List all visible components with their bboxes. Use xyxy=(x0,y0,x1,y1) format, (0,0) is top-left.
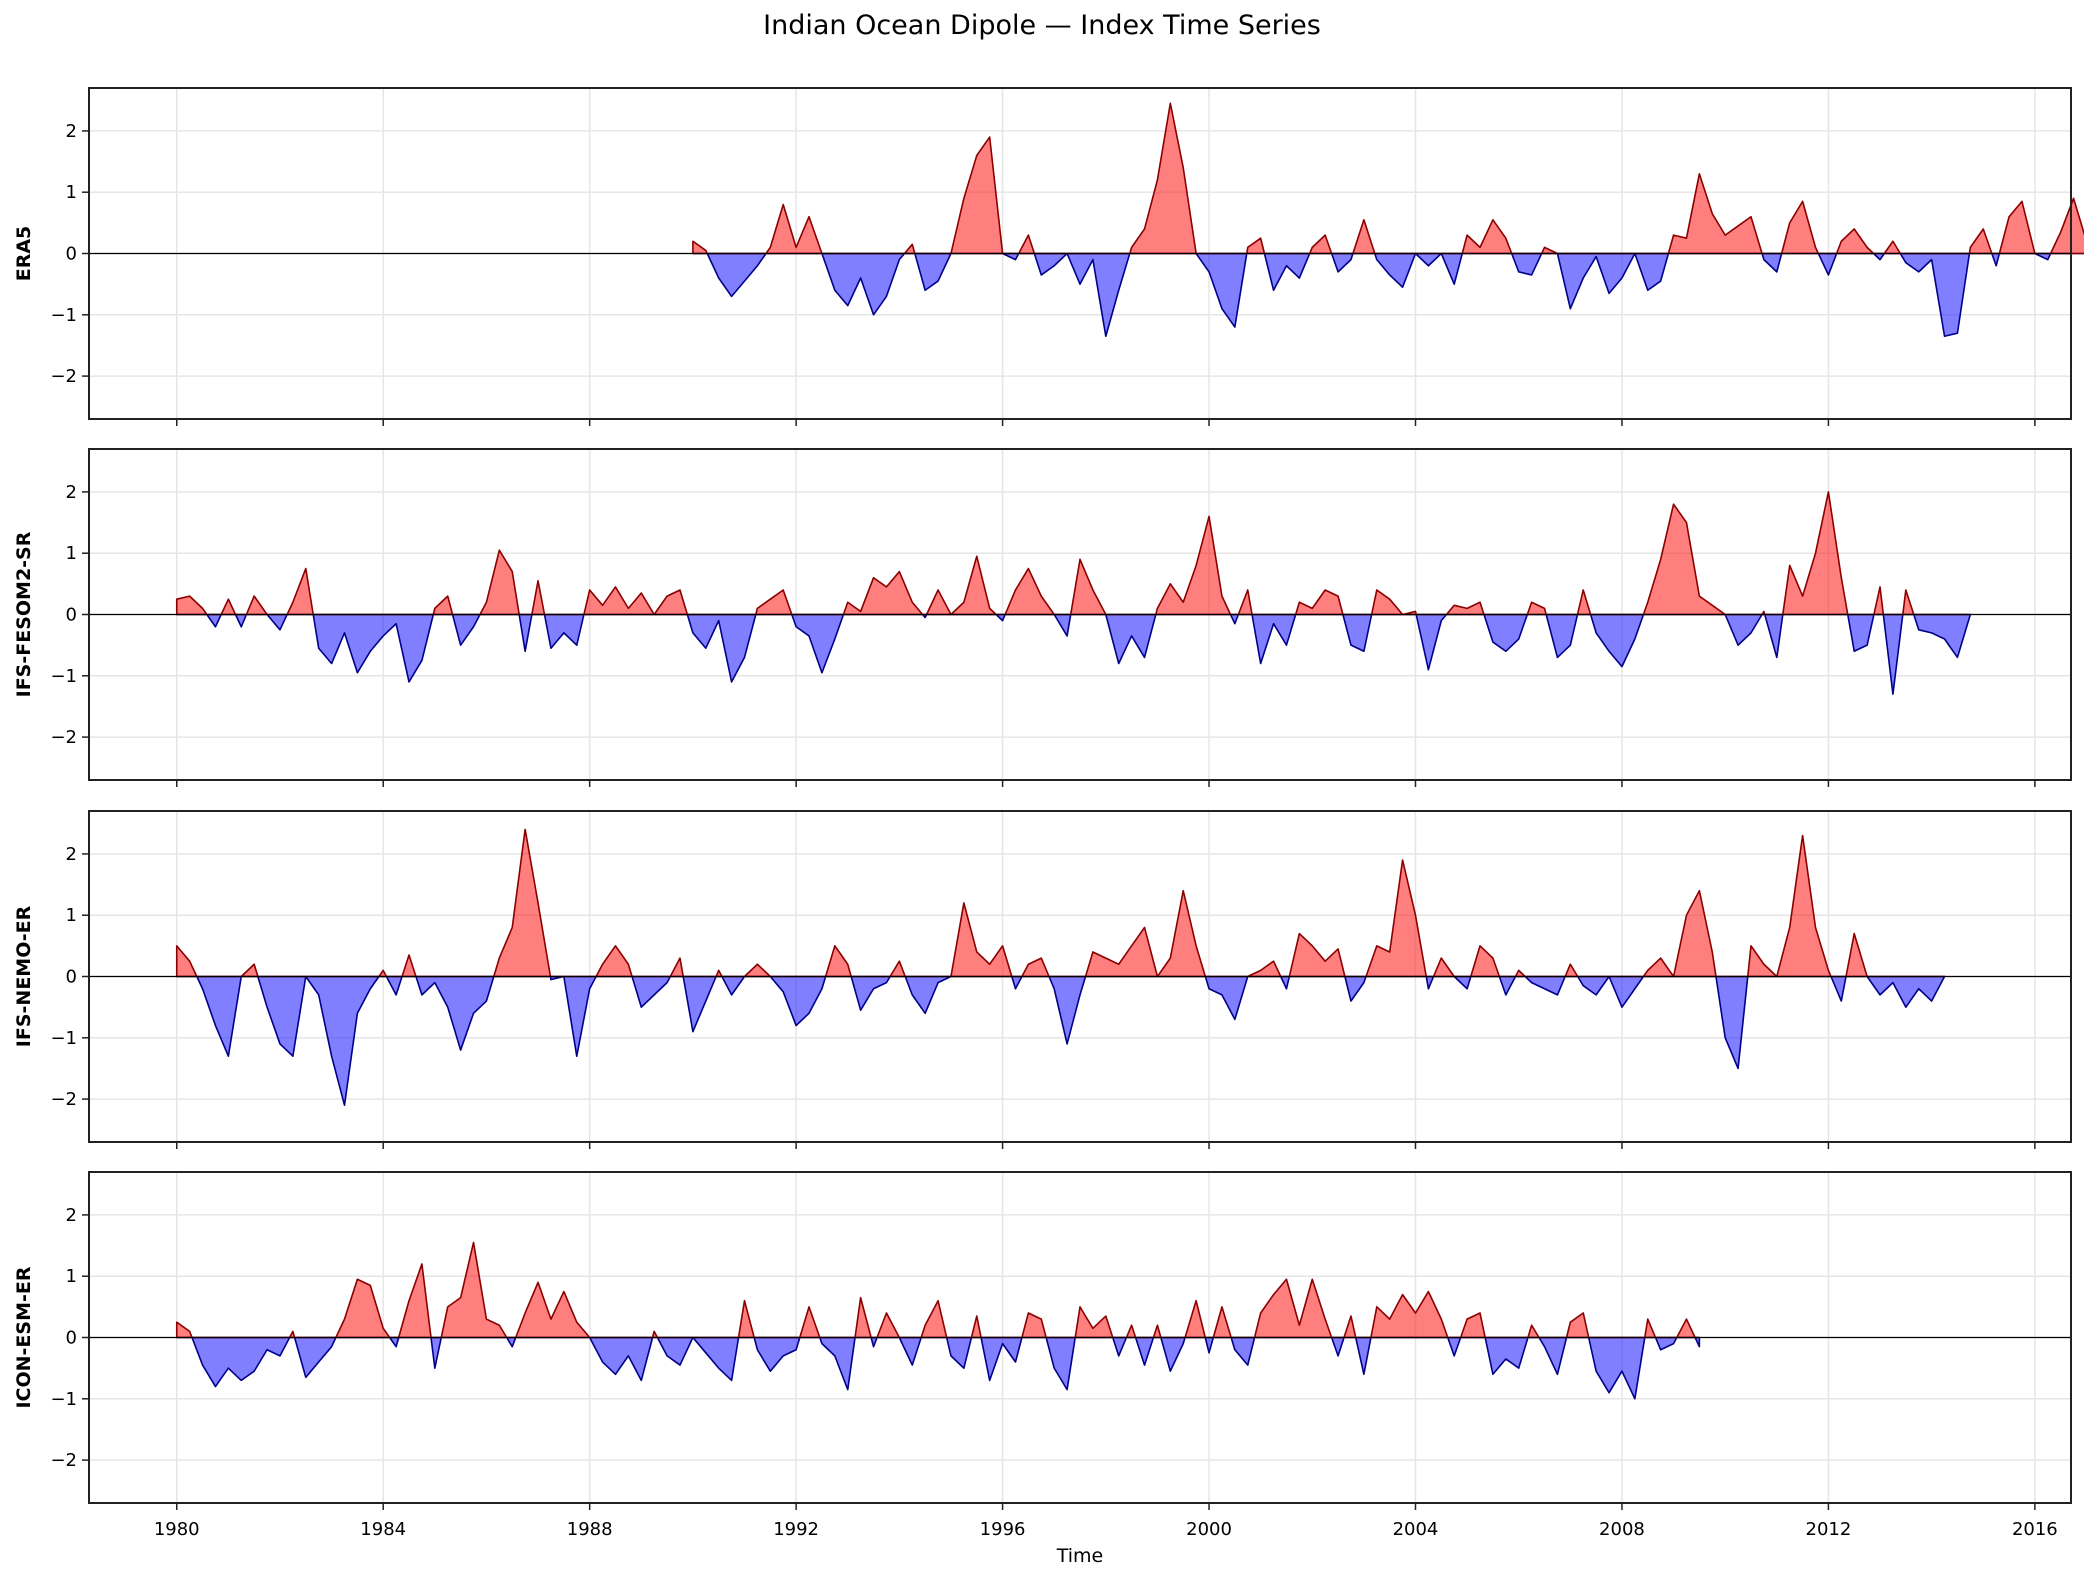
y-tick-label: 2 xyxy=(66,121,77,142)
y-tick-label: −1 xyxy=(50,1028,77,1049)
y-tick-label: −1 xyxy=(50,1389,77,1410)
x-tick-label: 2016 xyxy=(2012,1519,2058,1540)
x-axis-label: Time xyxy=(1056,1545,1104,1567)
figure-title: Indian Ocean Dipole — Index Time Series xyxy=(763,10,1321,41)
positive-area xyxy=(175,828,1946,978)
y-tick-label: −2 xyxy=(50,1450,77,1471)
negative-area xyxy=(692,252,2084,338)
y-tick-label: 0 xyxy=(66,1328,77,1349)
y-tick-label: −1 xyxy=(50,305,77,326)
x-tick-label: 2000 xyxy=(1186,1519,1232,1540)
x-tick-label: 1996 xyxy=(980,1519,1026,1540)
y-tick-label: 2 xyxy=(66,844,77,865)
negative-area xyxy=(175,1336,1701,1400)
positive-area xyxy=(692,102,2084,255)
panels-group: −2 −1 0 1 2 ERA5 −2 −1 0 1 2 IFS-FESOM2-SR −2 −1 0 1 2 IF… xyxy=(13,87,2084,1510)
x-tick-label: 1984 xyxy=(360,1519,406,1540)
panel-ifs-fesom2-sr: −2 −1 0 1 2 IFS-FESOM2-SR xyxy=(13,448,2072,787)
y-tick-label: 1 xyxy=(66,1266,77,1287)
positive-area xyxy=(175,1241,1701,1339)
x-tick-label: 2008 xyxy=(1599,1519,1645,1540)
y-axis-label: ERA5 xyxy=(13,226,35,282)
negative-area xyxy=(175,975,1946,1107)
y-tick-label: 0 xyxy=(66,967,77,988)
panel-era5: −2 −1 0 1 2 ERA5 xyxy=(13,87,2084,426)
y-tick-label: −1 xyxy=(50,666,77,687)
y-axis-label: IFS-FESOM2-SR xyxy=(13,531,35,697)
y-axis-label: ICON-ESM-ER xyxy=(13,1266,35,1408)
panel-icon-esm-er: −2 −1 0 1 2 ICON-ESM-ER xyxy=(13,1171,2072,1510)
y-tick-label: 2 xyxy=(66,1205,77,1226)
x-tick-label: 1992 xyxy=(773,1519,819,1540)
y-tick-label: 0 xyxy=(66,605,77,626)
y-tick-label: 0 xyxy=(66,244,77,265)
x-tick-label: 1988 xyxy=(567,1519,613,1540)
y-tick-label: 2 xyxy=(66,482,77,503)
y-tick-label: 1 xyxy=(66,905,77,926)
panel-ifs-nemo-er: −2 −1 0 1 2 IFS-NEMO-ER xyxy=(13,810,2072,1149)
x-tick-label: 1980 xyxy=(154,1519,200,1540)
y-tick-label: −2 xyxy=(50,1089,77,1110)
y-axis-label: IFS-NEMO-ER xyxy=(13,905,35,1047)
x-tick-label: 2004 xyxy=(1393,1519,1439,1540)
x-tick-label: 2012 xyxy=(1806,1519,1852,1540)
y-tick-label: −2 xyxy=(50,366,77,387)
y-tick-label: −2 xyxy=(50,727,77,748)
y-tick-label: 1 xyxy=(66,182,77,203)
x-axis: 1980 1984 1988 1992 1996 2000 2004 2008 2012 2016 xyxy=(154,1519,2058,1540)
y-tick-label: 1 xyxy=(66,543,77,564)
negative-area xyxy=(175,613,1972,695)
